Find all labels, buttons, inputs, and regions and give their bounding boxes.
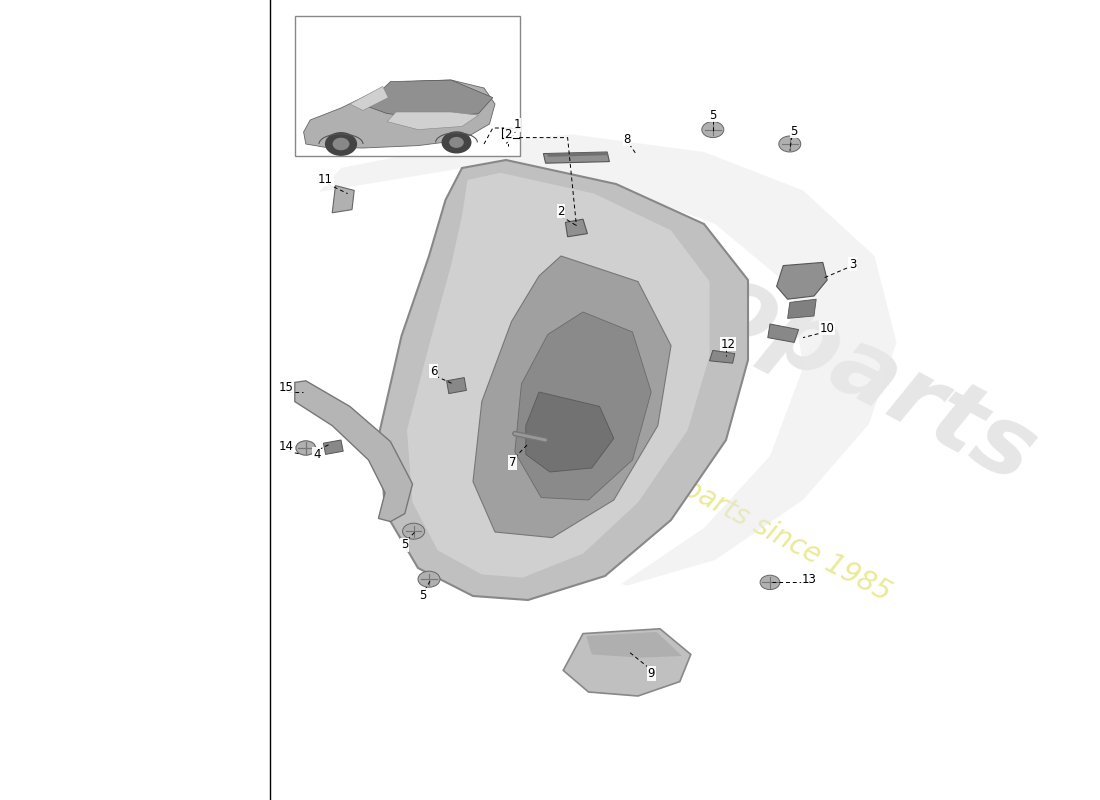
Polygon shape [788, 299, 816, 318]
Polygon shape [332, 186, 354, 213]
Polygon shape [407, 173, 710, 578]
Circle shape [450, 138, 463, 147]
Circle shape [403, 523, 425, 539]
Polygon shape [515, 312, 651, 500]
Polygon shape [350, 86, 388, 110]
Polygon shape [365, 80, 493, 118]
Polygon shape [323, 440, 343, 454]
Circle shape [418, 571, 440, 587]
Circle shape [326, 133, 356, 155]
Text: 12: 12 [720, 338, 736, 350]
Text: 5: 5 [791, 125, 798, 138]
Polygon shape [304, 80, 495, 148]
Text: 15: 15 [278, 381, 294, 394]
Circle shape [442, 132, 471, 153]
Text: 5: 5 [402, 538, 408, 551]
Polygon shape [379, 160, 748, 600]
Polygon shape [768, 324, 799, 342]
Text: 5: 5 [419, 589, 426, 602]
Polygon shape [473, 256, 671, 538]
Circle shape [779, 136, 801, 152]
Text: 6: 6 [430, 365, 437, 378]
Circle shape [702, 122, 724, 138]
Text: 11: 11 [318, 173, 333, 186]
Polygon shape [547, 152, 608, 157]
Text: 3: 3 [849, 258, 856, 270]
Text: 4: 4 [314, 448, 320, 461]
Circle shape [760, 575, 780, 590]
Text: 13: 13 [802, 573, 817, 586]
Polygon shape [387, 112, 478, 130]
Polygon shape [295, 381, 412, 522]
Text: 2: 2 [558, 205, 564, 218]
Polygon shape [777, 262, 827, 299]
Polygon shape [563, 629, 691, 696]
Polygon shape [543, 152, 609, 163]
Text: 5: 5 [710, 109, 716, 122]
Text: a passion for parts since 1985: a passion for parts since 1985 [513, 385, 895, 607]
FancyBboxPatch shape [295, 16, 520, 156]
Polygon shape [447, 378, 466, 394]
Circle shape [296, 441, 316, 455]
Polygon shape [565, 219, 587, 237]
Text: 9: 9 [648, 667, 654, 680]
Text: 14: 14 [278, 440, 294, 453]
Polygon shape [586, 632, 682, 658]
Text: 2: 2 [505, 128, 512, 141]
Text: 7: 7 [509, 456, 516, 469]
Polygon shape [710, 350, 735, 363]
Text: 8: 8 [624, 133, 630, 146]
Text: europarts: europarts [532, 169, 1052, 503]
Circle shape [333, 138, 349, 150]
Polygon shape [319, 134, 896, 586]
Text: 1: 1 [514, 118, 520, 131]
Text: 10: 10 [820, 322, 835, 334]
Polygon shape [526, 392, 614, 472]
